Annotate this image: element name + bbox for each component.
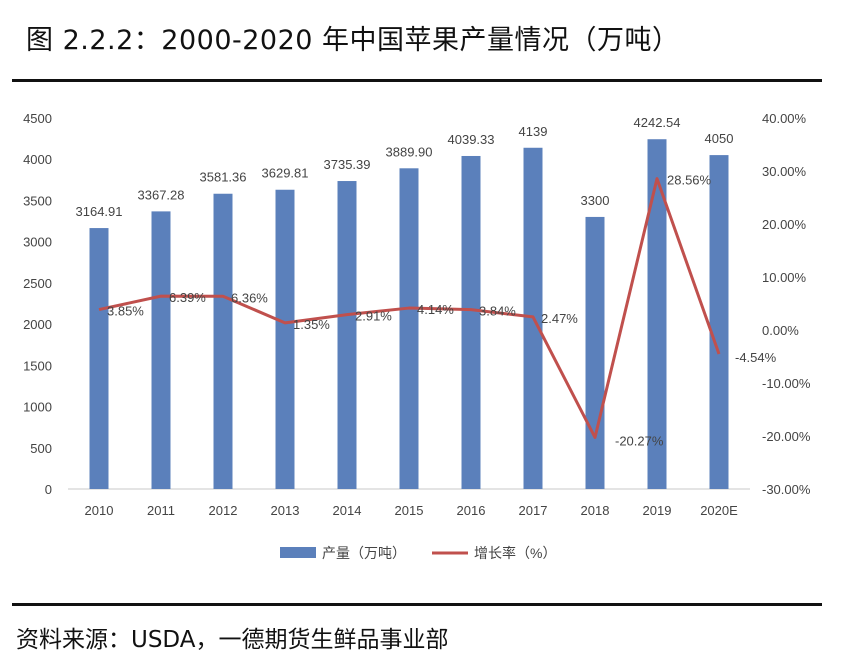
- growth-value-label: 6.36%: [231, 290, 268, 305]
- y-left-tick-label: 4000: [23, 152, 52, 167]
- bottom-rule: [12, 603, 822, 606]
- y-left-tick-label: 3500: [23, 193, 52, 208]
- y-left-tick-label: 0: [45, 482, 52, 497]
- bar-value-label: 3367.28: [138, 187, 185, 202]
- growth-value-label: 6.39%: [169, 290, 206, 305]
- growth-value-label: 3.84%: [479, 304, 516, 319]
- bar: [151, 211, 171, 489]
- bar: [399, 168, 419, 489]
- growth-value-label: 1.35%: [293, 317, 330, 332]
- bar: [461, 155, 481, 489]
- x-tick-label: 2015: [395, 503, 424, 518]
- growth-value-label: 4.14%: [417, 302, 454, 317]
- bar: [89, 228, 109, 490]
- y-right-tick-label: 20.00%: [762, 217, 807, 232]
- y-right-tick-label: 40.00%: [762, 111, 807, 126]
- growth-value-label: 2.47%: [541, 311, 578, 326]
- bar: [337, 181, 357, 489]
- bar-value-label: 4050: [705, 131, 734, 146]
- x-tick-label: 2016: [457, 503, 486, 518]
- top-rule: [12, 79, 822, 82]
- bar-value-label: 3581.36: [200, 170, 247, 185]
- bar: [709, 155, 729, 489]
- x-tick-label: 2020E: [700, 503, 738, 518]
- figure-title: 图 2.2.2：2000-2020 年中国苹果产量情况（万吨）: [26, 25, 680, 56]
- growth-value-label: -20.27%: [615, 433, 664, 448]
- y-right-tick-label: -30.00%: [762, 482, 811, 497]
- growth-value-label: 3.85%: [107, 304, 144, 319]
- growth-value-label: -4.54%: [735, 350, 777, 365]
- y-left-tick-label: 2000: [23, 317, 52, 332]
- y-right-tick-label: -20.00%: [762, 429, 811, 444]
- bar-value-label: 4242.54: [634, 115, 681, 130]
- y-left-tick-label: 3000: [23, 235, 52, 250]
- chart: 0 500 1000 1500 2000 2500 3000 3500 4000 4500 -30.…: [23, 111, 811, 561]
- x-tick-label: 2014: [333, 503, 362, 518]
- x-tick-label: 2017: [519, 503, 548, 518]
- x-tick-label: 2018: [581, 503, 610, 518]
- y-right-tick-label: 10.00%: [762, 270, 807, 285]
- growth-value-label: 28.56%: [667, 173, 712, 188]
- y-left-tick-label: 1000: [23, 400, 52, 415]
- y-right-tick-label: -10.00%: [762, 376, 811, 391]
- x-tick-label: 2010: [85, 503, 114, 518]
- y-right-tick-label: 0.00%: [762, 323, 799, 338]
- y-left-tick-label: 1500: [23, 358, 52, 373]
- y-left-tick-label: 4500: [23, 111, 52, 126]
- legend-swatch-bar: [280, 547, 316, 558]
- x-tick-label: 2013: [271, 503, 300, 518]
- legend-label-bar: 产量（万吨）: [322, 545, 406, 561]
- bar-value-label: 4039.33: [448, 132, 495, 147]
- bar: [275, 189, 295, 489]
- bar-value-label: 3300: [581, 193, 610, 208]
- legend-label-line: 增长率（%）: [474, 545, 556, 561]
- x-tick-label: 2019: [643, 503, 672, 518]
- x-tick-label: 2011: [147, 503, 175, 518]
- x-tick-label: 2012: [209, 503, 238, 518]
- bar: [585, 216, 605, 489]
- growth-line: [98, 177, 721, 439]
- source-note: 资料来源：USDA，一德期货生鲜品事业部: [16, 627, 449, 653]
- y-left-tick-label: 500: [30, 441, 52, 456]
- bar-value-label: 3629.81: [262, 166, 309, 181]
- bar: [213, 193, 233, 489]
- y-right-tick-label: 30.00%: [762, 164, 807, 179]
- bar-value-label: 4139: [519, 124, 548, 139]
- bar-value-label: 3735.39: [324, 157, 371, 172]
- growth-value-label: 2.91%: [355, 309, 392, 324]
- bar-value-label: 3889.90: [386, 144, 433, 159]
- bar: [647, 139, 667, 490]
- bar-value-label: 3164.91: [76, 204, 123, 219]
- y-left-tick-label: 2500: [23, 276, 52, 291]
